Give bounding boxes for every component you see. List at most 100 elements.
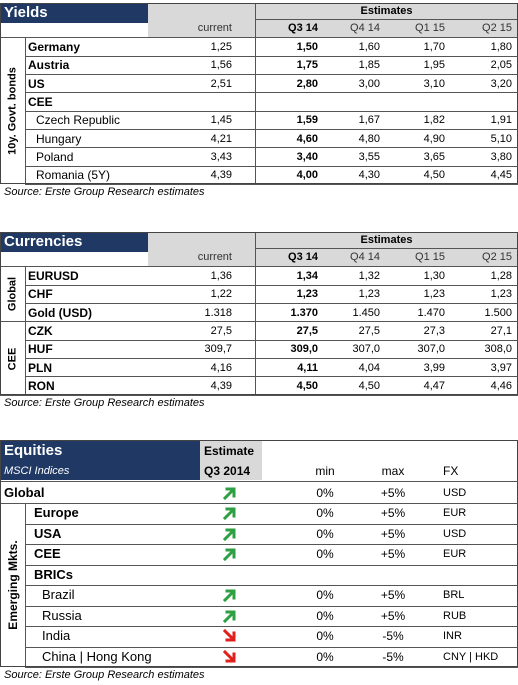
cell: 3,43 — [210, 150, 232, 163]
row-line — [0, 394, 518, 396]
cell: 1,80 — [490, 41, 512, 53]
column-line — [255, 232, 256, 396]
cell: 1,95 — [423, 59, 445, 72]
cell: 4,90 — [423, 132, 445, 145]
cell: 1,22 — [210, 288, 232, 301]
cell: 1,28 — [490, 270, 512, 282]
column-header: Q2 15 — [482, 251, 512, 263]
cell: 4,47 — [423, 379, 445, 392]
row-label: EURUSD — [28, 269, 79, 283]
cell: 1,75 — [296, 59, 318, 72]
side-label: CEE — [6, 347, 19, 370]
column-header: current — [197, 251, 232, 263]
cell: 27,5 — [358, 324, 380, 337]
row-label: CHF — [28, 287, 53, 302]
row-line — [0, 503, 518, 504]
arrow-down — [223, 649, 236, 662]
row-label: RON — [28, 378, 55, 393]
row-label: CEE — [34, 546, 61, 561]
table-subheader: MSCI Indices — [0, 462, 200, 480]
cell: +5% — [380, 486, 406, 500]
cell: 1,67 — [358, 114, 380, 127]
column-header: FX — [443, 464, 459, 478]
row-label: CEE — [28, 94, 53, 109]
estimate-label: Estimate — [204, 444, 255, 458]
row-label: Romania (5Y) — [36, 168, 111, 183]
cell: EUR — [443, 548, 467, 560]
cell: 3,65 — [423, 150, 445, 163]
arrow-up — [223, 548, 236, 561]
cell: 0% — [316, 547, 334, 561]
cell: CNY | HKD — [443, 650, 499, 663]
row-label: Gold (USD) — [28, 305, 92, 320]
cell: USD — [443, 487, 467, 499]
cell: 3,80 — [490, 150, 512, 163]
row-line — [25, 147, 518, 149]
row-line — [25, 165, 518, 167]
cell: -5% — [382, 629, 404, 643]
cell: 1.500 — [484, 306, 512, 319]
row-line — [25, 303, 518, 305]
row-label: PLN — [28, 360, 52, 375]
source: Source: Erste Group Research estimates — [4, 397, 205, 410]
cell: 1,45 — [210, 114, 232, 127]
cell: RUB — [443, 609, 467, 622]
side-label: Global — [6, 277, 19, 312]
row-label: CZK — [28, 323, 53, 338]
column-header: Q3 14 — [288, 22, 318, 34]
cell: 1,85 — [358, 59, 380, 72]
cell: BRL — [443, 589, 465, 601]
cell: +5% — [380, 526, 406, 541]
row-label: Europe — [34, 505, 79, 520]
header-band — [200, 440, 262, 480]
table-border — [0, 440, 518, 667]
cell: 4,45 — [490, 169, 512, 182]
column-header: Q3 14 — [288, 251, 318, 263]
cell: 3,10 — [423, 77, 445, 90]
row-line — [25, 110, 518, 112]
left-band — [0, 23, 148, 37]
cell: 4,39 — [210, 169, 232, 182]
period-label: Q3 2014 — [204, 464, 251, 478]
estimates-label: Estimates — [360, 5, 413, 17]
cell: 1,23 — [423, 288, 445, 301]
row-label: HUF — [28, 342, 53, 357]
cell: 3,97 — [490, 361, 512, 374]
table-header: Equities — [0, 440, 200, 462]
cell: 1,32 — [358, 270, 380, 282]
cell: 4,50 — [296, 379, 318, 392]
cell: 1.450 — [352, 306, 380, 319]
cell: 1,23 — [358, 288, 380, 301]
column-header: current — [197, 22, 232, 34]
row-label: Hungary — [36, 131, 82, 146]
table-border — [0, 232, 518, 396]
table-border — [0, 3, 518, 185]
cell: 4,80 — [358, 132, 380, 145]
cell: 1,36 — [210, 270, 232, 282]
cell: 0% — [316, 526, 334, 541]
cell: 1,50 — [296, 41, 318, 53]
cell: 1,30 — [423, 270, 445, 282]
source: Source: Erste Group Research estimates — [4, 669, 205, 681]
cell: 27,5 — [210, 324, 232, 337]
cell: 0% — [316, 649, 334, 664]
cell: INR — [443, 630, 462, 642]
row-line — [25, 626, 518, 627]
cell: +5% — [380, 506, 406, 520]
row-line — [25, 544, 518, 545]
cell: 1,34 — [296, 270, 318, 282]
cell: 0% — [316, 506, 334, 520]
cell: 308,0 — [484, 343, 512, 356]
cell: 1,23 — [296, 288, 318, 301]
cell: USD — [443, 527, 467, 540]
column-line — [25, 37, 26, 185]
cell: 1.318 — [204, 306, 232, 319]
row-label: Germany — [28, 40, 81, 54]
cell: 1,56 — [210, 59, 232, 72]
cell: +5% — [380, 588, 406, 602]
cell: 1.370 — [290, 306, 318, 319]
cell: 4,50 — [358, 379, 380, 392]
cell: 4,60 — [296, 132, 318, 145]
column-header: Q4 14 — [350, 251, 380, 263]
column-line — [25, 266, 26, 396]
